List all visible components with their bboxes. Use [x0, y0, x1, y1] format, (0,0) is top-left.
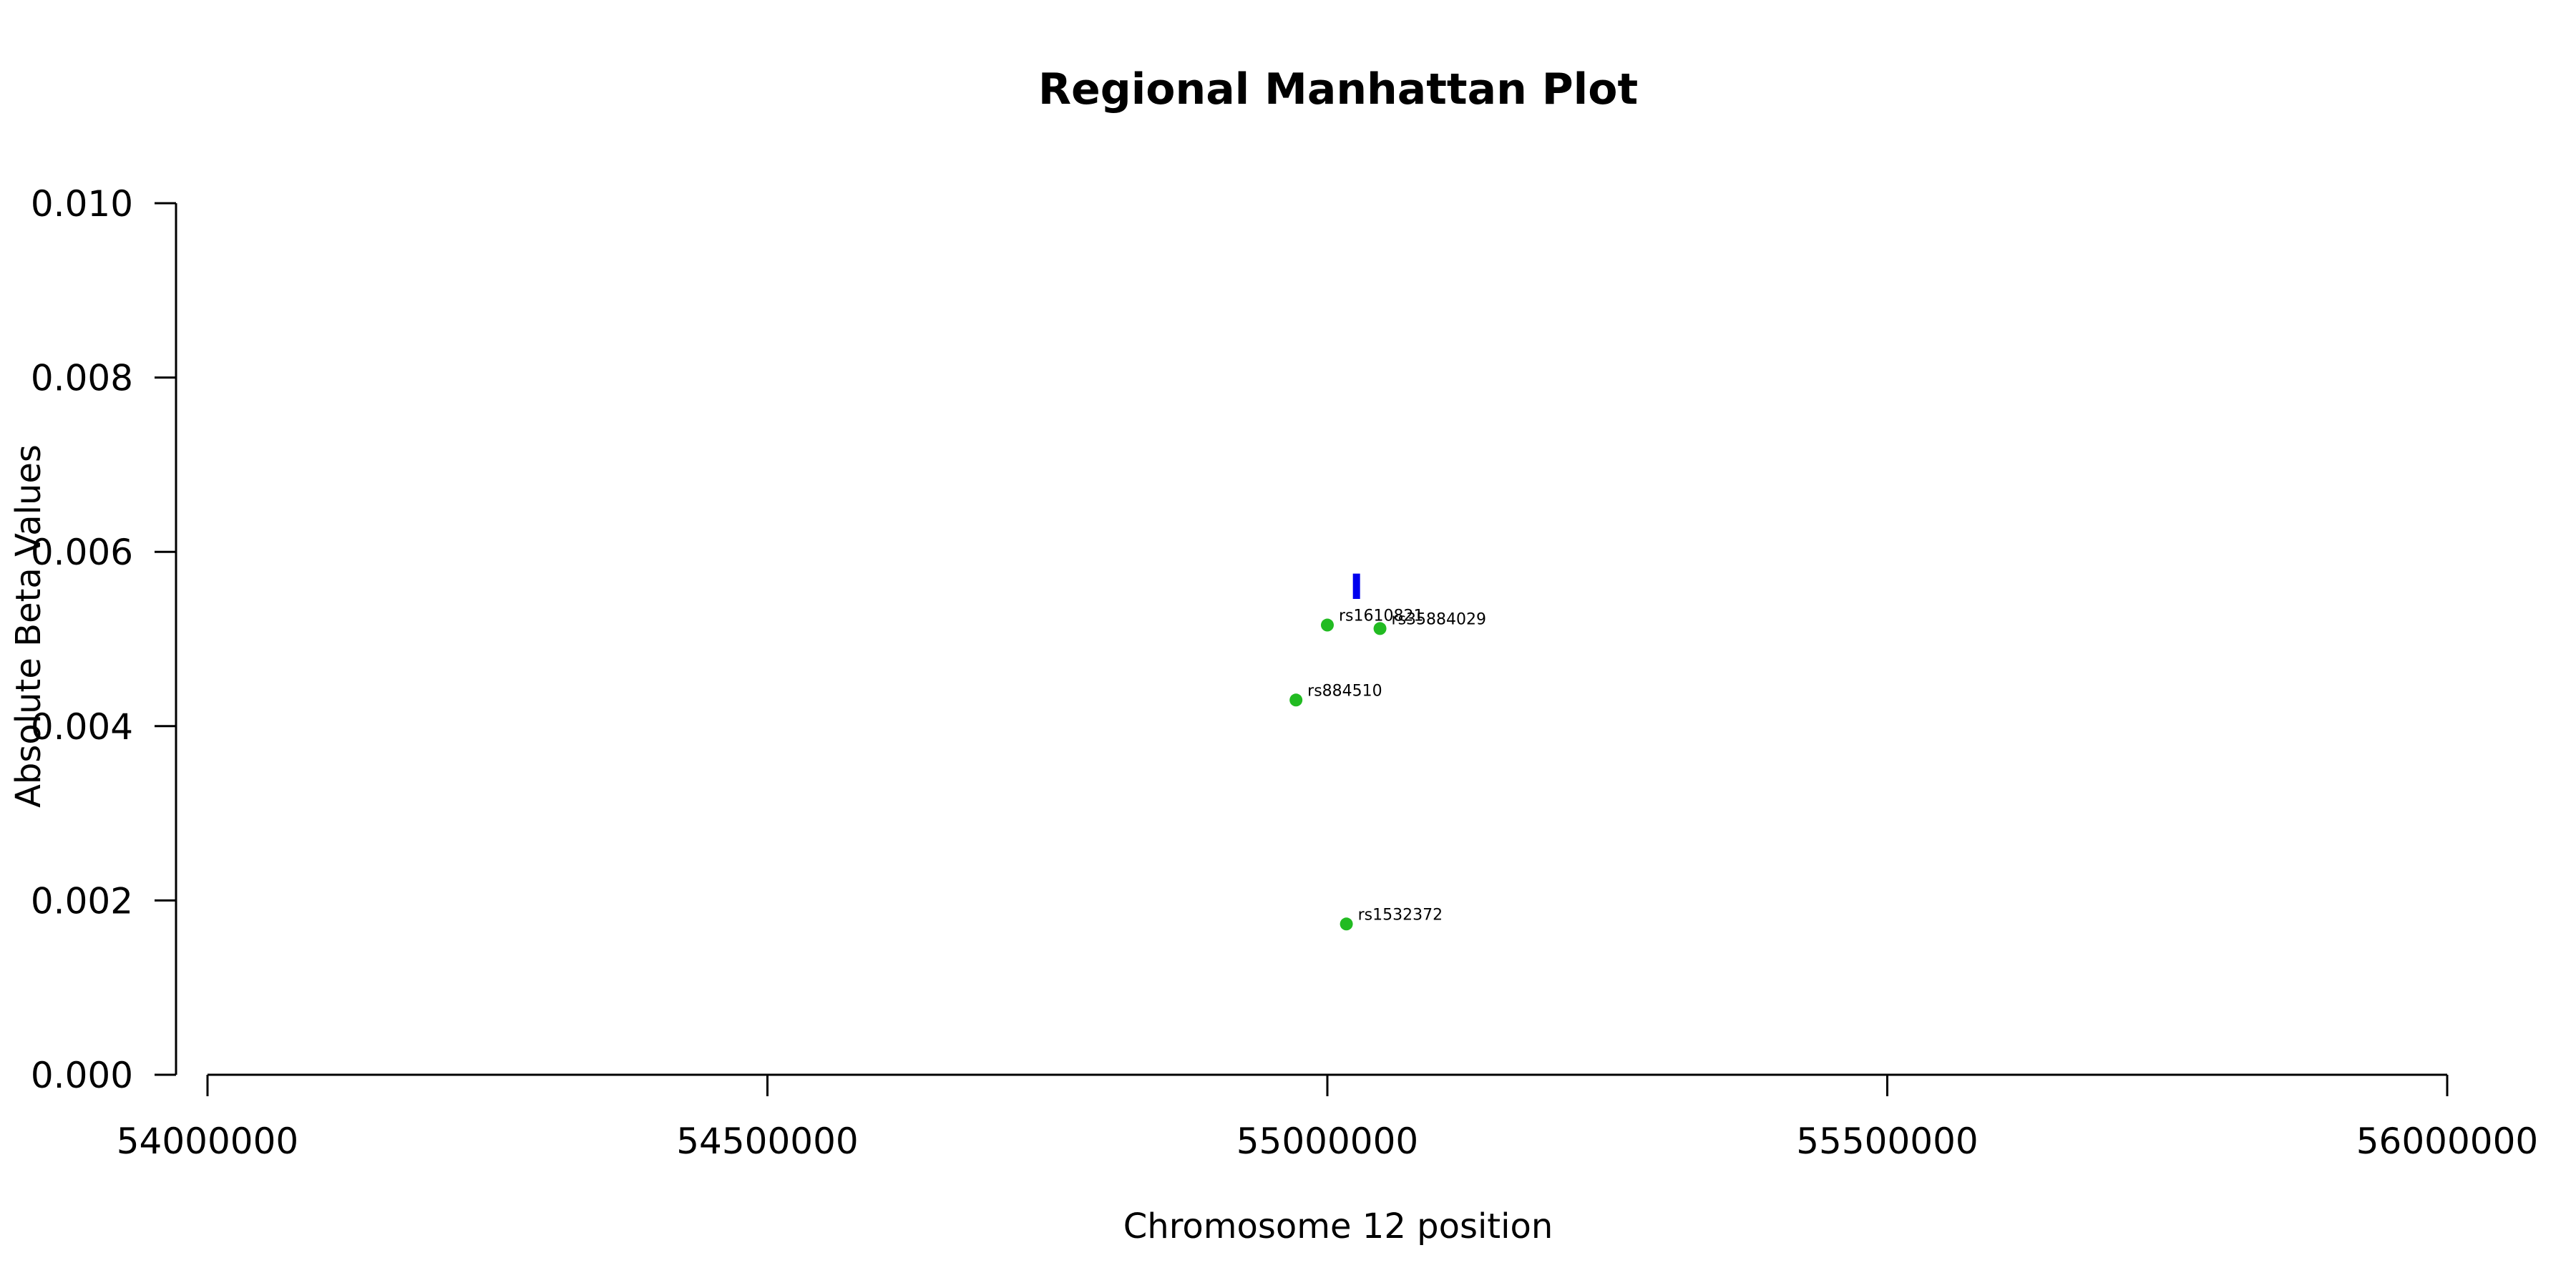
x-axis-label: Chromosome 12 position — [1123, 1206, 1553, 1246]
data-point-label: rs35884029 — [1392, 610, 1486, 628]
y-tick-label: 0.010 — [31, 183, 133, 225]
data-point-label: rs1610821 — [1339, 608, 1424, 625]
y-tick-label: 0.008 — [31, 358, 133, 399]
x-axis-ticks: 54000000 54500000 55000000 55500000 56000000 — [117, 1075, 2539, 1162]
x-tick-label: 56000000 — [2356, 1121, 2539, 1162]
y-tick-label: 0.004 — [31, 706, 133, 748]
x-tick-label: 54500000 — [676, 1121, 859, 1162]
x-tick-label: 54000000 — [117, 1121, 299, 1162]
data-point — [1373, 622, 1387, 635]
y-tick-label: 0.006 — [31, 532, 133, 573]
x-tick-label: 55500000 — [1796, 1121, 1979, 1162]
data-point-label: rs884510 — [1307, 682, 1382, 700]
data-point — [1289, 693, 1303, 707]
data-point — [1321, 618, 1334, 632]
x-tick-label: 55000000 — [1236, 1121, 1419, 1162]
data-point — [1340, 917, 1353, 931]
chart-title: Regional Manhattan Plot — [1038, 64, 1638, 114]
y-tick-label: 0.002 — [31, 880, 133, 922]
y-tick-label: 0.000 — [31, 1055, 133, 1096]
y-axis-ticks: 0.000 0.002 0.004 0.006 0.008 0.010 — [31, 183, 176, 1096]
y-axis-label: Absolute Beta Values — [9, 444, 49, 808]
data-point-label: rs1532372 — [1358, 906, 1443, 924]
